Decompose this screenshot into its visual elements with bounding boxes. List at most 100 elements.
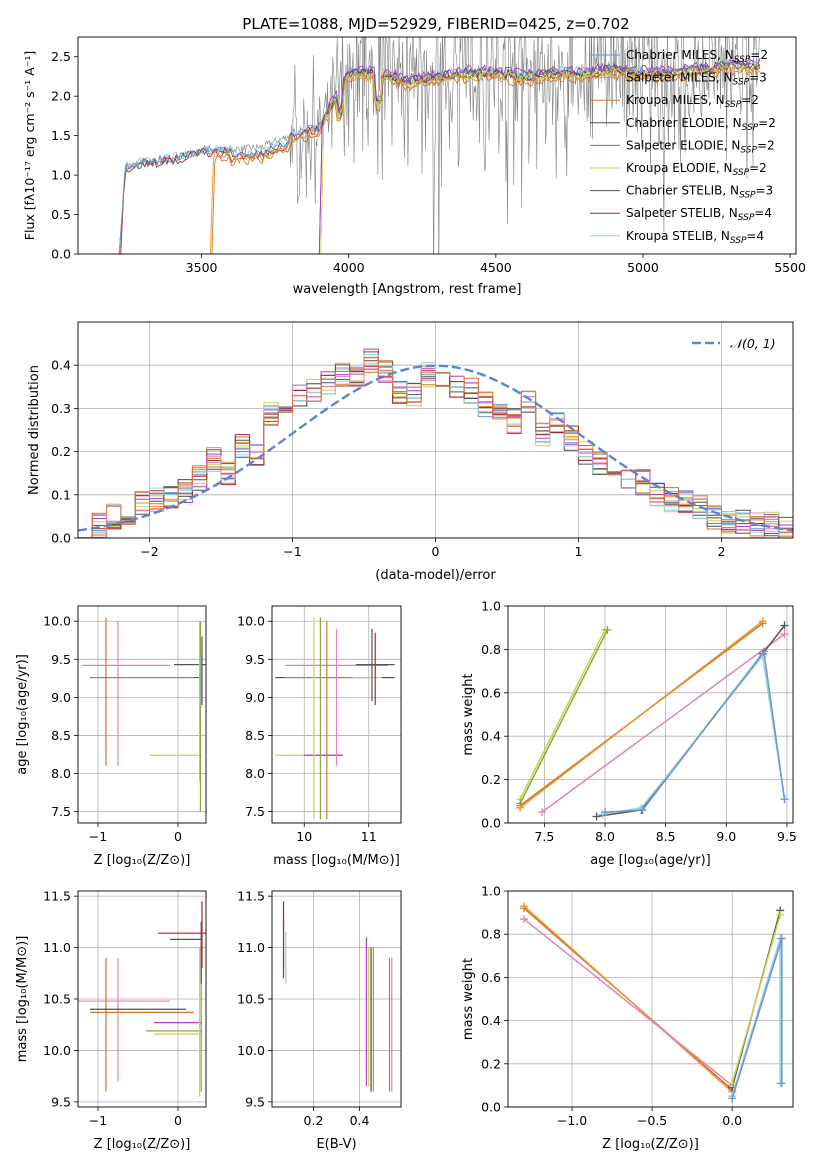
y-tick-label: 0.6 [481, 970, 501, 985]
weight-point-marker [520, 902, 529, 911]
x-axis-label: age [log₁₀(age/yr)] [590, 853, 711, 868]
y-tick-label: 9.0 [245, 690, 265, 705]
y-tick-label: 2.0 [51, 89, 71, 104]
y-tick-label: 10.0 [43, 614, 71, 629]
y-axis-label: Normed distribution [27, 365, 42, 495]
axes-frame [271, 605, 402, 824]
x-tick-label: 7.5 [534, 829, 554, 844]
x-tick-label: 8.0 [595, 829, 615, 844]
y-tick-label: 0.4 [51, 358, 71, 373]
z-vs-mass-plot-area [78, 901, 206, 1097]
y-tick-label: 9.5 [245, 1094, 265, 1109]
weight-point-marker [780, 795, 789, 804]
x-tick-label: −1.0 [557, 1113, 587, 1128]
age-vs-weight-panel: 7.5 8.0 8.5 9.0 9.5 0.0 0.2 0.4 0.6 0.8 1.0 age [lo… [461, 599, 797, 869]
weight-point-marker [758, 617, 767, 626]
y-tick-label: 9.0 [51, 690, 71, 705]
x-tick-label: 0 [174, 829, 182, 844]
x-axis-label: Z [log₁₀(Z/Z⊙)] [94, 1137, 191, 1152]
x-tick-label: 8.5 [656, 829, 676, 844]
weight-series-line [519, 629, 609, 804]
axes-frame [507, 605, 794, 824]
normal-curve-line [78, 364, 793, 532]
weight-series-line [541, 633, 785, 813]
x-tick-label: 2 [718, 544, 726, 559]
y-tick-label: 0.4 [481, 729, 501, 744]
x-tick-label: 5000 [627, 260, 659, 275]
y-tick-label: 8.0 [51, 766, 71, 781]
x-tick-label: 4000 [333, 260, 365, 275]
x-tick-label: −1 [89, 1113, 107, 1128]
x-tick-label: −1 [89, 829, 107, 844]
y-tick-label: 8.5 [51, 728, 71, 743]
model-line [118, 58, 761, 254]
y-tick-label: 7.5 [245, 804, 265, 819]
weight-point-marker [728, 1094, 737, 1103]
weight-point-marker [601, 808, 610, 817]
axes-frame [77, 36, 797, 255]
z-vs-age-plot-area [82, 617, 206, 812]
y-tick-label: 0.8 [481, 642, 501, 657]
y-tick-label: 9.5 [245, 652, 265, 667]
y-axis-label: Flux [fλ10⁻¹⁷ erg cm⁻² s⁻¹ A⁻¹] [22, 51, 37, 240]
y-tick-label: 1.0 [481, 599, 501, 614]
axes-frame [77, 321, 794, 539]
z-vs-weight-panel: −1.0 −0.5 0.0 0.0 0.2 0.4 0.6 0.8 1.0 Z [log₁₀(Z/… [461, 884, 794, 1152]
y-tick-label: 11.0 [43, 940, 71, 955]
y-tick-label: 7.5 [51, 804, 71, 819]
weight-point-marker [776, 910, 785, 919]
weight-series-line [519, 629, 606, 800]
weight-series-line [731, 914, 781, 1084]
y-tick-label: 1.5 [51, 128, 71, 143]
y-tick-label: 10.5 [237, 992, 265, 1007]
mass-vs-age-panel: 10 11 7.5 8.0 8.5 9.0 9.5 10.0 mass [log₁₀(M/M⊙)… [237, 605, 402, 868]
y-axis-label: age [log₁₀(age/yr)] [15, 654, 30, 775]
weight-series-line [523, 918, 733, 1086]
weight-point-marker [537, 808, 546, 817]
x-tick-label: 0.2 [304, 1113, 324, 1128]
ebv-vs-mass-panel: 0.2 0.4 9.5 10.0 10.5 11.0 11.5 E(B-V) [237, 889, 402, 1152]
x-tick-label: 0 [432, 544, 440, 559]
y-tick-label: 1.0 [481, 884, 501, 899]
legend-entry: Salpeter MILES, NSSP=3 [626, 71, 767, 88]
x-tick-label: 3500 [186, 260, 218, 275]
model-line [318, 57, 761, 254]
x-tick-label: 5500 [774, 260, 806, 275]
x-axis-label: mass [log₁₀(M/M⊙)] [273, 853, 400, 868]
legend-entry: Chabrier ELODIE, NSSP=2 [626, 116, 776, 133]
y-tick-label: 11.5 [43, 889, 71, 904]
x-tick-label: 11 [361, 829, 377, 844]
weight-point-marker [516, 803, 525, 812]
weight-point-marker [728, 1079, 737, 1088]
y-tick-label: 8.5 [245, 728, 265, 743]
y-tick-label: 0.0 [51, 531, 71, 546]
legend-entry: Salpeter STELIB, NSSP=4 [626, 206, 772, 223]
weight-series-line [519, 620, 764, 809]
weight-point-marker [780, 621, 789, 630]
y-tick-label: 8.0 [245, 766, 265, 781]
weight-series-line [731, 938, 783, 1099]
axes-frame [77, 890, 207, 1108]
x-tick-label: 0.4 [350, 1113, 370, 1128]
x-tick-label: −0.5 [637, 1113, 667, 1128]
x-tick-label: −2 [140, 544, 158, 559]
weight-point-marker [592, 812, 601, 821]
weight-point-marker [603, 625, 612, 634]
y-tick-label: 0.2 [51, 444, 71, 459]
y-tick-label: 10.0 [43, 1043, 71, 1058]
y-tick-label: 10.5 [43, 992, 71, 1007]
weight-point-marker [520, 915, 529, 924]
x-axis-label: Z [log₁₀(Z/Z⊙)] [602, 1137, 699, 1152]
legend-entry: Chabrier STELIB, NSSP=3 [626, 184, 773, 201]
mass-vs-age-plot-area [275, 617, 395, 820]
model-line [320, 61, 760, 254]
x-tick-label: 9.0 [716, 829, 736, 844]
y-tick-label: 0.1 [51, 487, 71, 502]
legend-entry: 𝒩(0, 1) [730, 336, 776, 351]
weight-point-marker [759, 647, 768, 656]
y-tick-label: 9.5 [51, 1094, 71, 1109]
y-tick-label: 2.5 [51, 49, 71, 64]
spectrum-plot-area [118, 37, 761, 254]
weight-series-line [602, 654, 786, 816]
z-vs-weight-plot-area [520, 902, 786, 1103]
